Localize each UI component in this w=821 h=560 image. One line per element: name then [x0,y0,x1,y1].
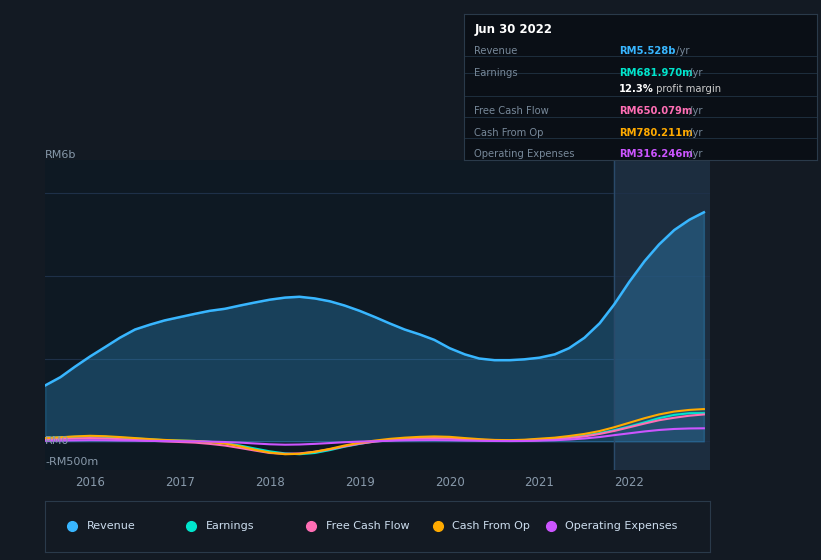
Text: RM0: RM0 [45,436,70,446]
Bar [614,160,710,470]
Text: Free Cash Flow: Free Cash Flow [326,521,410,531]
Text: Revenue: Revenue [86,521,135,531]
Text: /yr: /yr [686,150,703,160]
Text: Cash From Op: Cash From Op [452,521,530,531]
Text: RM5.528b: RM5.528b [619,46,676,56]
Text: RM681.970m: RM681.970m [619,68,693,78]
Text: Operating Expenses: Operating Expenses [565,521,677,531]
Text: Earnings: Earnings [206,521,255,531]
Text: /yr: /yr [686,128,703,138]
Text: /yr: /yr [673,46,690,56]
Text: profit margin: profit margin [653,84,721,94]
Text: Operating Expenses: Operating Expenses [475,150,575,160]
Text: 12.3%: 12.3% [619,84,654,94]
Text: /yr: /yr [686,68,703,78]
Text: Free Cash Flow: Free Cash Flow [475,106,549,116]
Text: RM6b: RM6b [45,150,76,160]
Text: Earnings: Earnings [475,68,518,78]
Text: /yr: /yr [686,106,703,116]
Text: RM650.079m: RM650.079m [619,106,693,116]
Text: RM316.246m: RM316.246m [619,150,693,160]
Text: Revenue: Revenue [475,46,518,56]
Text: Cash From Op: Cash From Op [475,128,544,138]
Text: -RM500m: -RM500m [45,457,99,467]
Text: RM780.211m: RM780.211m [619,128,693,138]
Text: Jun 30 2022: Jun 30 2022 [475,23,553,36]
